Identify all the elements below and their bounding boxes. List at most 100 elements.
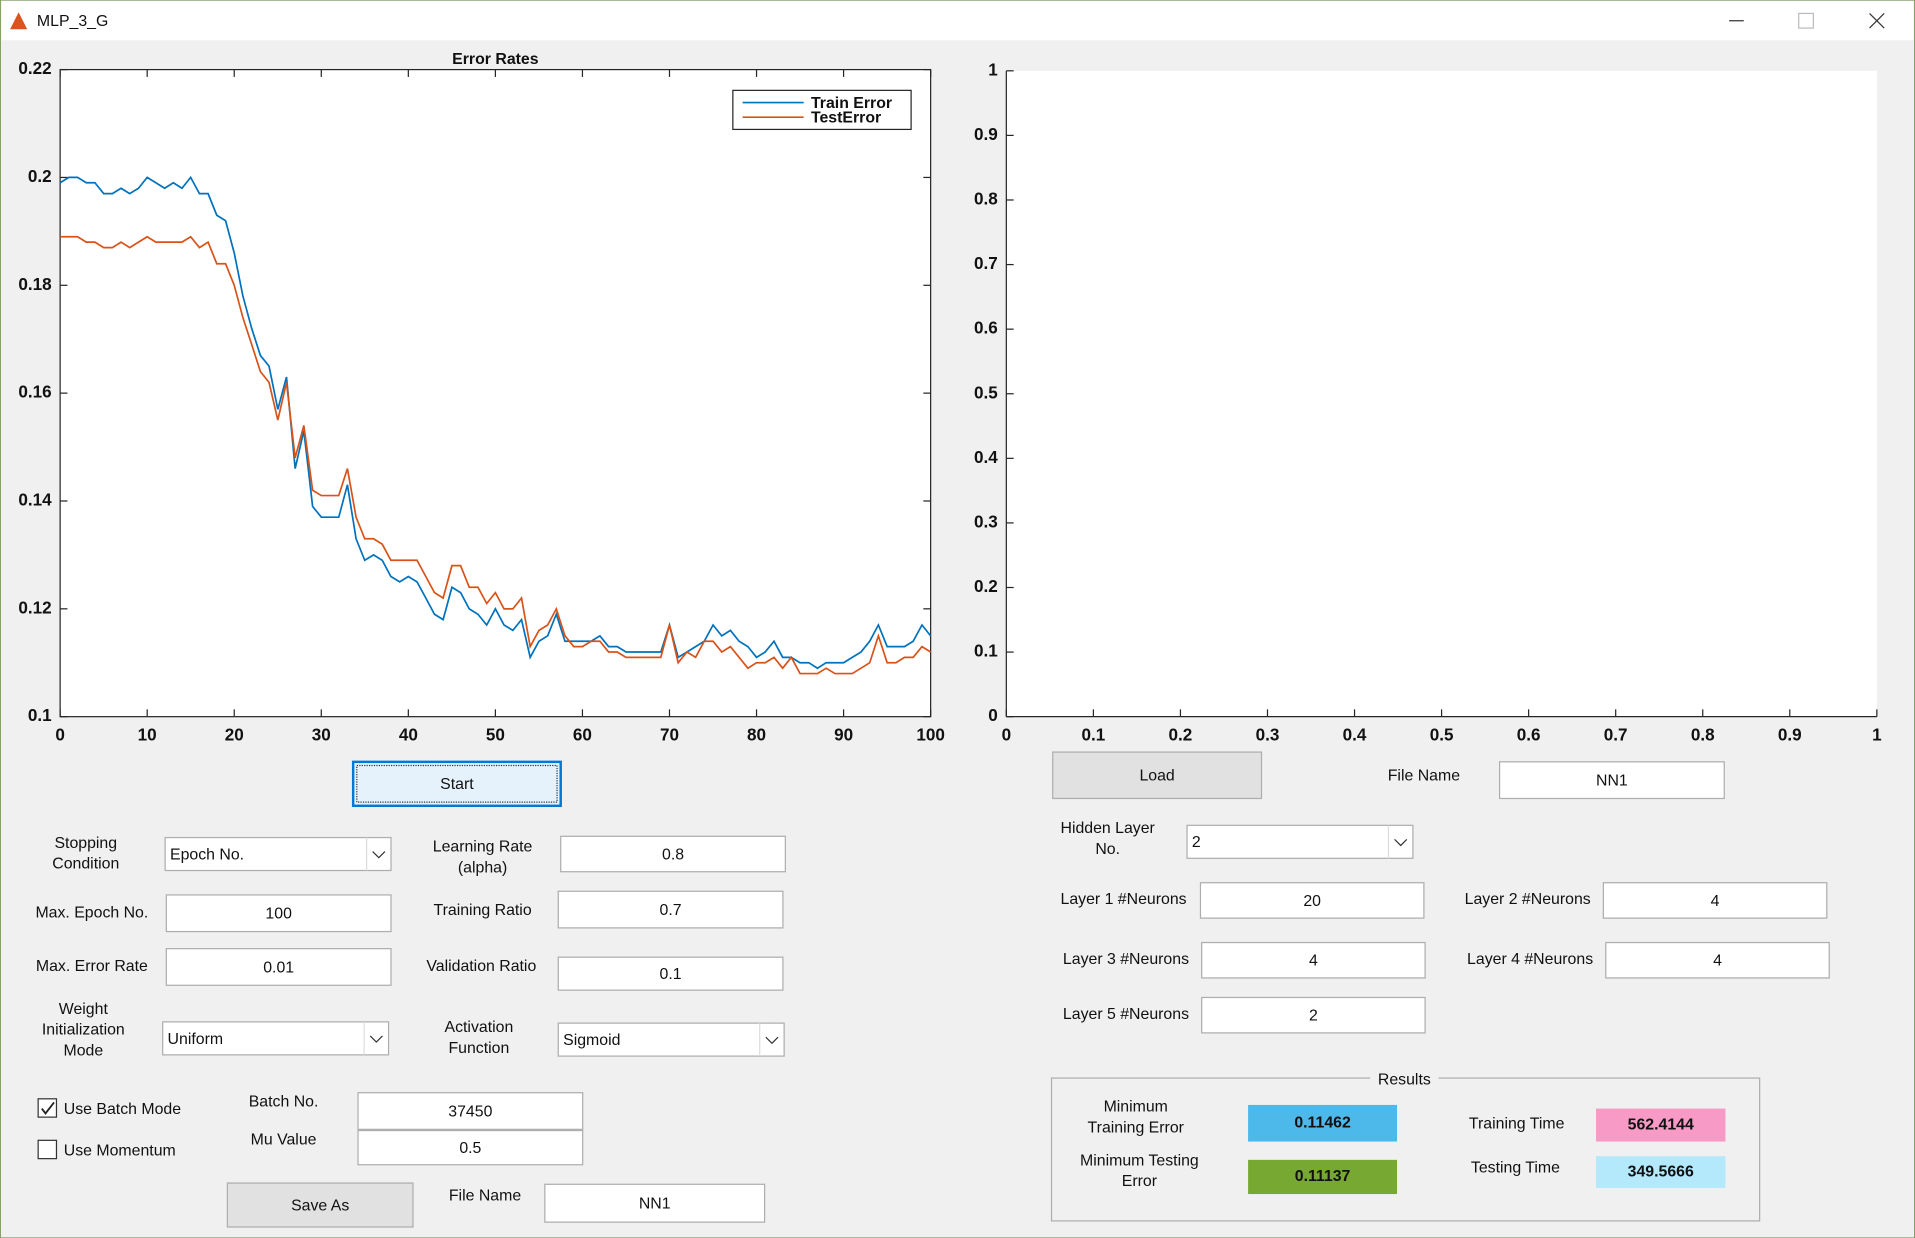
x-tick-label: 30: [312, 726, 331, 745]
x-tick-label: 50: [486, 726, 505, 745]
button-label: Load: [1139, 768, 1174, 785]
legend: [732, 89, 912, 131]
field-value: 0.8: [662, 846, 684, 863]
x-tick-label: 0.8: [1691, 726, 1715, 745]
app-icon: [10, 12, 28, 30]
button[interactable]: [351, 760, 562, 808]
label: Learning Rate: [433, 838, 533, 855]
button[interactable]: [1052, 751, 1263, 800]
label: Function: [448, 1040, 509, 1057]
field-value: 4: [1309, 953, 1318, 970]
button-label: Start: [440, 776, 474, 793]
text-field[interactable]: [544, 1183, 766, 1223]
result-value: 562.4144: [1628, 1116, 1694, 1133]
text-field[interactable]: [357, 1129, 584, 1166]
label: Weight: [59, 1001, 109, 1018]
label: Layer 4 #Neurons: [1467, 951, 1593, 968]
x-tick-label: 20: [225, 726, 244, 745]
y-tick-label: 0.9: [974, 125, 998, 144]
label: File Name: [449, 1188, 521, 1205]
text-field[interactable]: [1199, 882, 1425, 919]
text-field[interactable]: [357, 1092, 584, 1130]
y-tick-label: 0.14: [18, 490, 52, 509]
dropdown-arrow: [1394, 838, 1408, 847]
label: Layer 1 #Neurons: [1061, 891, 1187, 908]
text-field[interactable]: [1498, 761, 1725, 800]
text-field[interactable]: [560, 835, 786, 873]
chart-title: Error Rates: [452, 51, 539, 68]
dropdown-arrow: [372, 851, 386, 859]
result-value: 0.11462: [1294, 1114, 1351, 1131]
label: Batch No.: [249, 1094, 319, 1111]
plot-area: [59, 68, 932, 718]
y-tick-label: 0.1: [974, 642, 998, 661]
label: Training Ratio: [433, 902, 531, 919]
button[interactable]: [226, 1182, 414, 1228]
dropdown[interactable]: [164, 836, 392, 872]
text-field[interactable]: [1605, 941, 1830, 979]
label: Validation Ratio: [426, 958, 536, 975]
y-tick-label: 1: [988, 60, 998, 79]
label: Hidden Layer: [1060, 820, 1155, 837]
label: Layer 5 #Neurons: [1063, 1006, 1189, 1023]
x-tick-label: 40: [399, 726, 418, 745]
y-tick-label: 0.6: [974, 319, 998, 338]
label: Testing Time: [1471, 1160, 1560, 1177]
field-value: 37450: [448, 1103, 492, 1120]
field-value: NN1: [639, 1196, 671, 1213]
label: File Name: [1388, 768, 1460, 785]
x-tick-label: 70: [660, 726, 679, 745]
x-tick-label: 0: [1002, 726, 1012, 745]
checkbox[interactable]: [37, 1098, 58, 1118]
text-field[interactable]: [1602, 882, 1828, 919]
x-tick-label: 80: [747, 726, 766, 745]
results-title: Results: [1378, 1072, 1431, 1089]
legend-label: TestError: [811, 110, 881, 127]
text-field[interactable]: [557, 956, 784, 991]
label: Mode: [63, 1042, 103, 1059]
x-tick-label: 0: [55, 726, 65, 745]
dropdown-value: Uniform: [168, 1031, 224, 1048]
label: (alpha): [458, 859, 507, 876]
result-value: 349.5666: [1628, 1163, 1694, 1180]
label: Condition: [52, 856, 119, 873]
label: Minimum Testing: [1080, 1152, 1199, 1169]
x-tick-label: 60: [573, 726, 592, 745]
dropdown-value: Epoch No.: [170, 846, 244, 863]
dropdown[interactable]: [1186, 824, 1414, 859]
dropdown[interactable]: [162, 1021, 390, 1056]
text-field[interactable]: [165, 948, 392, 986]
field-value: 100: [265, 906, 292, 923]
maximize-button[interactable]: [1798, 12, 1814, 29]
close-button[interactable]: [1869, 12, 1885, 29]
label: Max. Error Rate: [36, 958, 148, 975]
x-tick-label: 10: [138, 726, 157, 745]
x-tick-label: 100: [916, 726, 945, 745]
window-title: MLP_3_G: [37, 13, 108, 30]
x-tick-label: 1: [1872, 726, 1882, 745]
text-field[interactable]: [1201, 941, 1426, 979]
data-line: [59, 175, 932, 670]
text-field[interactable]: [1201, 996, 1426, 1034]
y-tick-label: 0.2: [974, 577, 998, 596]
dropdown-value: Sigmoid: [563, 1032, 620, 1049]
x-tick-label: 0.1: [1082, 726, 1106, 745]
y-tick-label: 0: [988, 706, 998, 725]
dropdown-value: 2: [1192, 834, 1201, 851]
checkbox[interactable]: [37, 1139, 58, 1160]
text-field[interactable]: [557, 890, 784, 929]
text-field[interactable]: [165, 894, 392, 933]
results-title-bg: [1370, 1070, 1439, 1088]
field-value: 2: [1309, 1008, 1318, 1025]
x-tick-label: 90: [834, 726, 853, 745]
field-value: 20: [1303, 893, 1321, 910]
y-tick-label: 0.18: [18, 275, 51, 294]
field-value: 0.1: [660, 966, 682, 983]
dropdown[interactable]: [557, 1022, 785, 1057]
x-tick-label: 0.3: [1256, 726, 1280, 745]
field-value: 0.7: [660, 902, 682, 919]
field-value: 4: [1713, 953, 1722, 970]
result-box: [1596, 1108, 1726, 1142]
result-box: [1248, 1104, 1398, 1142]
label: Layer 3 #Neurons: [1063, 951, 1189, 968]
